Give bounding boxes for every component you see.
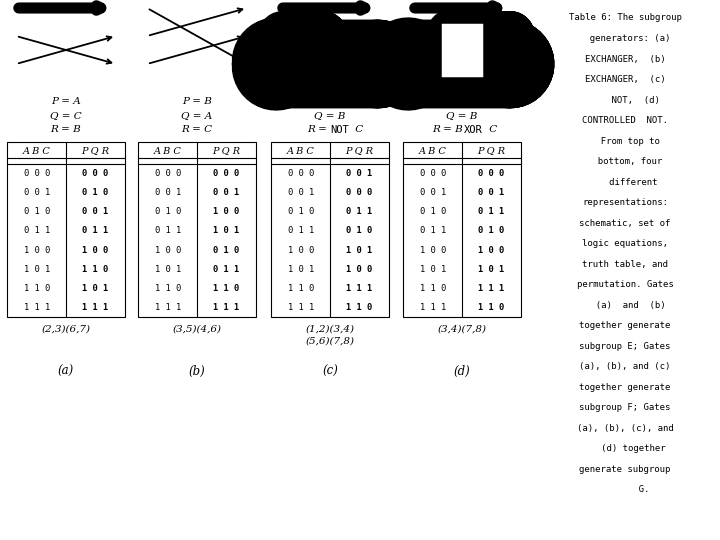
Text: R = B: R = B — [432, 125, 466, 134]
Text: 1 1 1: 1 1 1 — [346, 284, 372, 293]
Text: 0 1 0: 0 1 0 — [346, 226, 372, 235]
Text: 0 1 1: 0 1 1 — [346, 207, 372, 217]
Text: 0 0 1: 0 0 1 — [24, 188, 50, 197]
Text: 0 1 1: 0 1 1 — [420, 226, 446, 235]
Text: (1,2)(3,4)
(5,6)(7,8): (1,2)(3,4) (5,6)(7,8) — [305, 325, 354, 345]
Text: 1 0 1: 1 0 1 — [82, 284, 108, 293]
Text: generators: (a): generators: (a) — [580, 34, 671, 43]
Text: 1 0 0: 1 0 0 — [155, 246, 181, 254]
Bar — [403, 142, 521, 317]
Text: together generate: together generate — [580, 321, 671, 330]
Text: 0 0 0: 0 0 0 — [346, 188, 372, 197]
Text: 1 0 1: 1 0 1 — [155, 265, 181, 274]
Text: 1 0 0: 1 0 0 — [213, 207, 239, 217]
Text: 0 1 0: 0 1 0 — [213, 246, 239, 254]
Text: 0 0 1: 0 0 1 — [346, 169, 372, 178]
Text: P Q R: P Q R — [345, 146, 373, 156]
Text: permutation. Gates: permutation. Gates — [577, 280, 673, 289]
Text: 0 1 0: 0 1 0 — [155, 207, 181, 217]
Text: Table 6: The subgroup: Table 6: The subgroup — [569, 14, 681, 23]
Text: 0 0 0: 0 0 0 — [24, 169, 50, 178]
Text: logic equations,: logic equations, — [582, 239, 668, 248]
Text: 1 0 0: 1 0 0 — [420, 246, 446, 254]
Text: (a), (b), and (c): (a), (b), and (c) — [580, 362, 671, 372]
Text: 1 0 1: 1 0 1 — [478, 265, 504, 274]
Bar — [138, 142, 256, 317]
Text: NOT,  (d): NOT, (d) — [590, 96, 660, 105]
Text: 1 1 1: 1 1 1 — [478, 284, 504, 293]
Text: C: C — [486, 125, 498, 134]
Text: different: different — [593, 178, 657, 187]
Text: 1 0 0: 1 0 0 — [24, 246, 50, 254]
Text: 0 0 0: 0 0 0 — [82, 169, 108, 178]
Text: NOT: NOT — [330, 125, 348, 135]
Text: subgroup E; Gates: subgroup E; Gates — [580, 342, 671, 351]
Text: 1 0 1: 1 0 1 — [420, 265, 446, 274]
Text: C: C — [352, 125, 364, 134]
Text: 1 1 1: 1 1 1 — [420, 303, 446, 312]
Bar — [7, 142, 125, 317]
Text: A B C: A B C — [154, 146, 182, 156]
Text: From top to: From top to — [590, 137, 660, 146]
Text: 1 1 0: 1 1 0 — [155, 284, 181, 293]
Text: (d) together: (d) together — [585, 444, 665, 454]
Text: 0 0 0: 0 0 0 — [420, 169, 446, 178]
Text: together generate: together generate — [580, 383, 671, 392]
Text: P Q R: P Q R — [81, 146, 109, 156]
Text: Q = B: Q = B — [315, 111, 346, 120]
Text: 0 0 1: 0 0 1 — [478, 188, 504, 197]
Text: 0 0 1: 0 0 1 — [155, 188, 181, 197]
Text: 1 1 0: 1 1 0 — [24, 284, 50, 293]
Text: 0 1 0: 0 1 0 — [82, 188, 108, 197]
Text: 0 0 1: 0 0 1 — [420, 188, 446, 197]
Text: P Q R: P Q R — [477, 146, 505, 156]
Text: representations:: representations: — [582, 198, 668, 207]
Text: schematic, set of: schematic, set of — [580, 219, 671, 228]
Text: 1 1 0: 1 1 0 — [346, 303, 372, 312]
Text: 0 1 1: 0 1 1 — [82, 226, 108, 235]
Text: 0 0 0: 0 0 0 — [478, 169, 504, 178]
Text: R = B: R = B — [50, 125, 81, 134]
Text: P = A: P = A — [447, 97, 477, 106]
Text: Q = C: Q = C — [50, 111, 82, 120]
Text: (a): (a) — [58, 365, 74, 378]
Text: 0 1 1: 0 1 1 — [24, 226, 50, 235]
Text: R = C: R = C — [181, 125, 212, 134]
Text: 0 0 0: 0 0 0 — [155, 169, 181, 178]
Text: EXCHANGER,  (b): EXCHANGER, (b) — [585, 55, 665, 64]
Text: 1 0 0: 1 0 0 — [478, 246, 504, 254]
Text: (a)  and  (b): (a) and (b) — [585, 301, 665, 310]
Text: 0 1 0: 0 1 0 — [478, 226, 504, 235]
Bar — [440, 22, 484, 78]
Text: 0 1 1: 0 1 1 — [155, 226, 181, 235]
Text: P = A: P = A — [315, 97, 345, 106]
Text: 0 0 1: 0 0 1 — [82, 207, 108, 217]
Text: (3,5)(4,6): (3,5)(4,6) — [173, 325, 222, 334]
Text: 1 0 1: 1 0 1 — [288, 265, 314, 274]
Text: 1 0 1: 1 0 1 — [213, 226, 239, 235]
Text: 1 1 1: 1 1 1 — [213, 303, 239, 312]
Text: 1 1 0: 1 1 0 — [478, 303, 504, 312]
Text: 1 1 1: 1 1 1 — [288, 303, 314, 312]
Bar — [271, 142, 389, 317]
Text: bottom, four: bottom, four — [588, 157, 662, 166]
Text: Q = B: Q = B — [446, 111, 477, 120]
Bar — [314, 52, 346, 76]
Text: P = B: P = B — [182, 97, 212, 106]
Text: EXCHANGER,  (c): EXCHANGER, (c) — [585, 75, 665, 84]
Text: R =: R = — [307, 125, 330, 134]
Text: P Q R: P Q R — [212, 146, 240, 156]
Text: 1 0 0: 1 0 0 — [346, 265, 372, 274]
Text: 0 0 1: 0 0 1 — [213, 188, 239, 197]
Text: 1 0 0: 1 0 0 — [82, 246, 108, 254]
Text: 1 1 1: 1 1 1 — [24, 303, 50, 312]
Text: 0 1 0: 0 1 0 — [288, 207, 314, 217]
Text: XOR: XOR — [464, 125, 482, 135]
Text: 0 1 0: 0 1 0 — [24, 207, 50, 217]
Text: G.: G. — [600, 485, 649, 495]
Text: 0 1 0: 0 1 0 — [420, 207, 446, 217]
Text: CONTROLLED  NOT.: CONTROLLED NOT. — [582, 116, 668, 125]
Text: (c): (c) — [322, 365, 338, 378]
Text: (a), (b), (c), and: (a), (b), (c), and — [577, 424, 673, 433]
Text: A B C: A B C — [419, 146, 447, 156]
